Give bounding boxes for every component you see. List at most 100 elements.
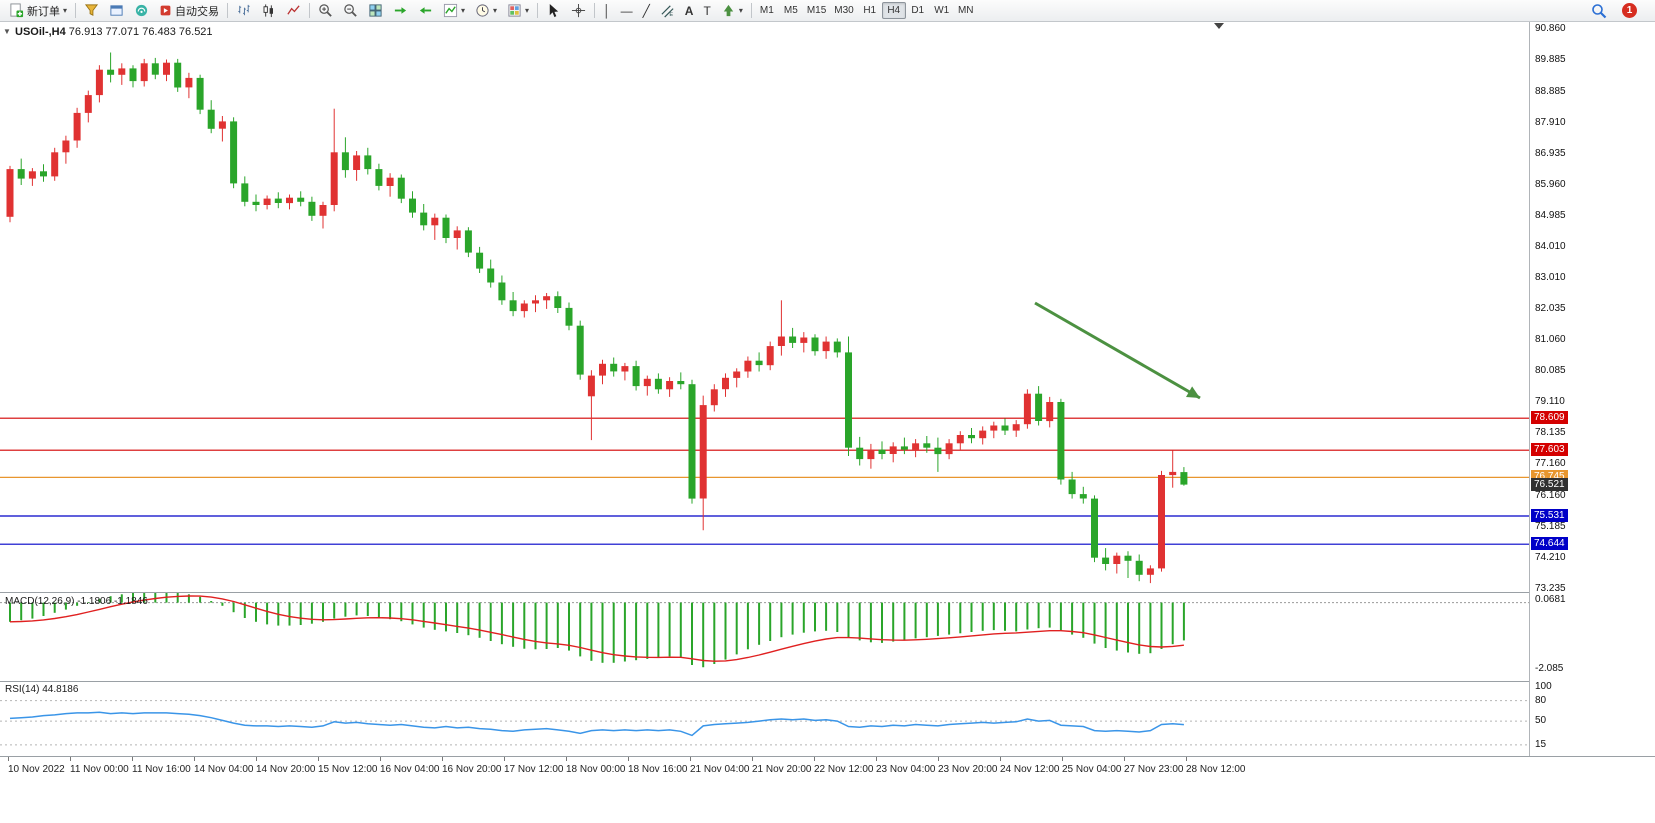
one-click-collapse-button[interactable]: ▼: [3, 27, 11, 36]
svg-text:E: E: [669, 12, 673, 18]
navigator-icon: [135, 4, 148, 17]
time-axis[interactable]: 10 Nov 2022 11 Nov 00:00 11 Nov 16:00 14 No…: [0, 756, 1655, 782]
vertical-line-icon: │: [603, 3, 611, 18]
timeframe-button-m5[interactable]: M5: [779, 2, 803, 19]
periods-button[interactable]: ▾: [470, 1, 502, 20]
panel-divider[interactable]: [0, 681, 1655, 682]
indicators-button[interactable]: ▾: [438, 1, 470, 20]
auto-scroll-icon: [419, 7, 432, 14]
rsi-axis-label: 50: [1535, 715, 1547, 727]
market-watch-button[interactable]: [79, 1, 104, 20]
chart-shift-marker[interactable]: [1214, 23, 1224, 29]
time-axis-label: 21 Nov 04:00: [690, 764, 750, 775]
new-order-label: 新订单: [27, 5, 60, 18]
price-axis-label: 84.985: [1535, 209, 1566, 221]
time-axis-tick: [1124, 757, 1125, 761]
price-tag-74.644: 74.644: [1531, 537, 1568, 551]
time-axis-tick: [1186, 757, 1187, 761]
text-label-button[interactable]: T: [698, 1, 715, 20]
line-chart-button[interactable]: [281, 1, 306, 20]
price-chart-canvas[interactable]: [0, 22, 1529, 592]
bar-chart-button[interactable]: [231, 1, 256, 20]
bar-chart-icon: [238, 4, 250, 16]
templates-button[interactable]: ▾: [502, 1, 534, 20]
tile-windows-icon: [369, 4, 382, 17]
channel-button[interactable]: E: [655, 1, 680, 20]
tile-windows-button[interactable]: [363, 1, 388, 20]
trendline-button[interactable]: ╱: [638, 1, 655, 20]
price-axis-label: 77.160: [1535, 458, 1566, 470]
macd-canvas[interactable]: [0, 593, 1529, 681]
timeframe-button-h1[interactable]: H1: [858, 2, 882, 19]
panel-divider[interactable]: [0, 592, 1655, 593]
toolbar-separator: [227, 3, 229, 18]
time-axis-label: 18 Nov 16:00: [628, 764, 688, 775]
candlestick-chart-icon: [263, 4, 274, 18]
caret-down-icon: ▾: [738, 6, 743, 15]
price-tag-78.609: 78.609: [1531, 411, 1568, 425]
rsi-canvas[interactable]: [0, 682, 1529, 756]
auto-scroll-button[interactable]: [413, 1, 438, 20]
trend-arrow[interactable]: [1034, 301, 1201, 400]
navigator-button[interactable]: [129, 1, 154, 20]
price-axis-label: 80.085: [1535, 365, 1566, 377]
time-axis-tick: [8, 757, 9, 761]
candle-chart-button[interactable]: [256, 1, 281, 20]
crosshair-button[interactable]: [566, 1, 591, 20]
indicators-icon: [443, 3, 458, 18]
cursor-button[interactable]: [541, 1, 566, 20]
templates-icon: [508, 4, 521, 17]
timeframe-button-d1[interactable]: D1: [906, 2, 930, 19]
toolbar-separator: [750, 3, 752, 18]
rsi-value: 44.8186: [42, 684, 79, 695]
zoom-in-icon: [319, 4, 332, 17]
time-axis-tick: [504, 757, 505, 761]
equidistant-channel-icon: E: [661, 5, 674, 18]
text-label-icon: T: [703, 3, 711, 18]
time-axis-label: 11 Nov 00:00: [70, 764, 129, 775]
timeframe-button-w1[interactable]: W1: [930, 2, 954, 19]
zoom-out-button[interactable]: [338, 1, 363, 20]
data-window-button[interactable]: [104, 1, 129, 20]
price-axis-label: 75.185: [1535, 521, 1566, 532]
time-axis-label: 10 Nov 2022: [8, 764, 65, 775]
new-order-button[interactable]: 新订单 ▾: [4, 1, 72, 20]
notification-badge[interactable]: 1: [1622, 3, 1637, 18]
time-axis-tick: [442, 757, 443, 761]
timeframe-button-m1[interactable]: M1: [755, 2, 779, 19]
price-axis-label: 85.960: [1535, 178, 1566, 190]
zoom-in-button[interactable]: [313, 1, 338, 20]
rsi-axis-label: 80: [1535, 694, 1547, 706]
price-axis-label: 88.885: [1535, 85, 1566, 97]
arrows-button[interactable]: ▾: [716, 1, 748, 20]
timeframe-button-mn[interactable]: MN: [954, 2, 978, 19]
toolbar-separator: [594, 3, 596, 18]
time-axis-tick: [814, 757, 815, 761]
price-axis-label: 76.160: [1535, 490, 1566, 501]
chart-shift-button[interactable]: [388, 1, 413, 20]
time-axis-tick: [876, 757, 877, 761]
zoom-out-icon: [344, 4, 357, 17]
macd-axis-label: 0.0681: [1535, 594, 1566, 606]
timeframe-button-h4[interactable]: H4: [881, 2, 906, 19]
timeframe-button-m30[interactable]: M30: [830, 2, 857, 19]
text-button[interactable]: A: [680, 1, 699, 20]
horizontal-line-button[interactable]: —: [616, 1, 638, 20]
chart-header: USOil-,H4 76.913 77.071 76.483 76.521: [15, 26, 213, 38]
chart-shift-icon: [394, 7, 407, 14]
auto-trading-button[interactable]: 自动交易: [154, 1, 224, 20]
timeframe-button-m15[interactable]: M15: [803, 2, 830, 19]
vertical-line-button[interactable]: │: [598, 1, 616, 20]
price-axis-label: 74.210: [1535, 552, 1566, 563]
time-axis-label: 21 Nov 20:00: [752, 764, 812, 775]
time-axis-label: 24 Nov 12:00: [1000, 764, 1060, 775]
price-axis[interactable]: 90.860 89.885 88.885 87.910 86.935 85.960 84.9…: [1529, 22, 1655, 756]
new-order-icon: [10, 3, 24, 18]
search-button[interactable]: [1586, 1, 1612, 20]
time-axis-label: 28 Nov 12:00: [1186, 764, 1246, 775]
rsi-label: RSI(14): [5, 684, 40, 695]
time-axis-label: 23 Nov 20:00: [938, 764, 998, 775]
toolbar-separator: [75, 3, 77, 18]
time-axis-tick: [256, 757, 257, 761]
